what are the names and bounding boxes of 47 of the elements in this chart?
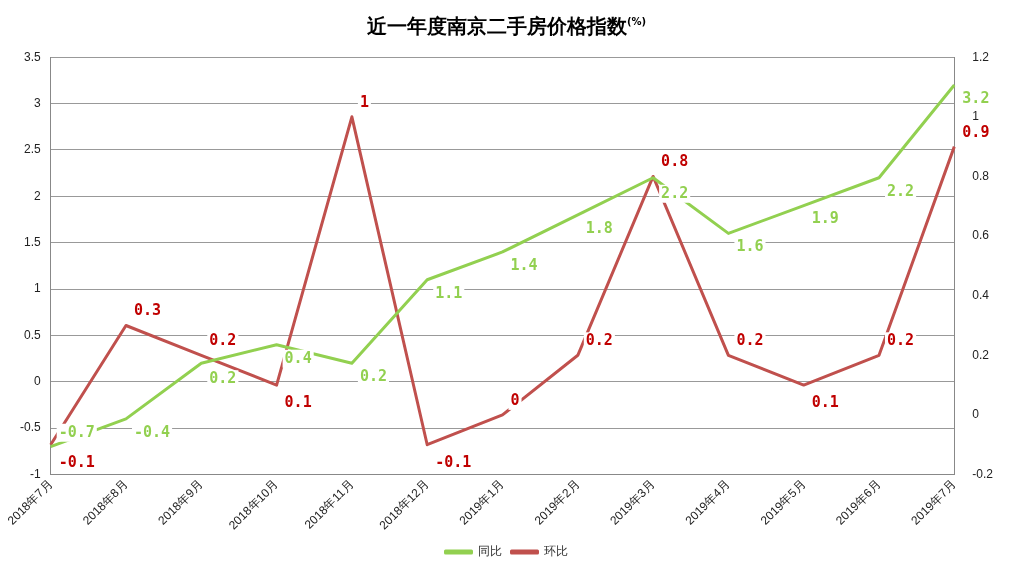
chart-title: 近一年度南京二手房价格指数$^{(%)}$ [365,12,648,40]
data-label: 0.2 [209,369,237,388]
y-tick-label: -0.5 [19,420,41,435]
y-tick-label: 0 [33,374,41,389]
data-label: 1.6 [736,237,764,256]
data-label: 1.4 [510,255,538,274]
legend-label: 环比 [543,544,568,559]
y2-tick-label: 1 [972,109,980,124]
data-label: 3.2 [962,88,990,107]
data-label: 2.2 [887,181,915,200]
data-label: 1.9 [811,209,839,228]
y2-tick-label: 0.2 [972,347,990,362]
y2-tick-label: 0.8 [972,168,990,183]
data-label: 0.1 [284,392,312,411]
y-tick-label: -1 [30,466,41,481]
y2-tick-label: 1.2 [972,49,990,64]
data-label: 0.1 [811,392,839,411]
data-label: 0.2 [585,331,613,350]
legend-label: 同比 [477,544,502,559]
data-label: 0.9 [962,122,990,141]
data-label: 0.2 [359,367,387,386]
data-label: 0.4 [284,348,312,367]
data-label: 0.2 [887,331,915,350]
y2-tick-label: -0.2 [972,466,994,481]
y2-tick-label: 0.4 [972,287,990,302]
data-label: 0.2 [736,331,764,350]
y2-tick-label: 0.6 [972,228,990,243]
data-label: 2.2 [661,183,689,202]
y2-tick-label: 0 [972,407,980,422]
data-label: 0.8 [661,152,689,171]
y-tick-label: 0.5 [23,327,41,342]
data-label: 0.2 [209,331,237,350]
data-label: 1.8 [585,218,613,237]
y-tick-label: 3 [33,95,41,110]
data-label: -0.4 [133,422,171,441]
data-label: 1.1 [435,283,463,302]
y-tick-label: 2 [33,188,41,203]
data-label: 1 [359,92,369,111]
y-tick-label: 1 [33,281,41,296]
y-tick-label: 1.5 [23,234,41,249]
y-tick-label: 3.5 [23,49,41,64]
data-label: -0.1 [58,452,95,471]
data-label: 0 [510,390,520,409]
data-label: -0.1 [435,452,472,471]
data-label: 0.3 [133,301,162,320]
data-label: -0.7 [58,422,95,441]
y-tick-label: 2.5 [23,142,41,157]
